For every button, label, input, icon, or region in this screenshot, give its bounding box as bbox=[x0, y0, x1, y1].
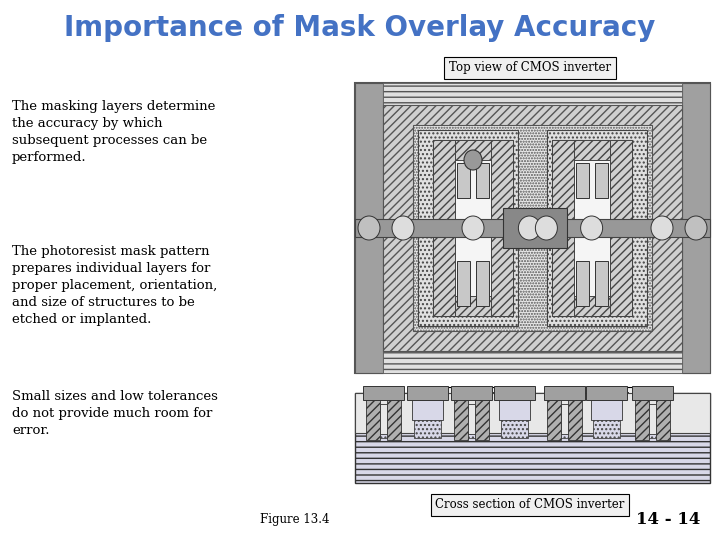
Bar bbox=[457, 163, 470, 198]
Bar bbox=[561, 404, 567, 434]
Bar bbox=[567, 398, 582, 440]
Bar bbox=[649, 404, 657, 434]
Bar bbox=[551, 406, 577, 438]
Bar bbox=[575, 261, 589, 306]
Bar bbox=[595, 261, 608, 306]
Bar bbox=[499, 400, 530, 420]
Text: Figure 13.4: Figure 13.4 bbox=[260, 514, 330, 526]
Bar bbox=[459, 406, 485, 438]
Bar bbox=[433, 140, 455, 316]
Ellipse shape bbox=[580, 216, 603, 240]
Bar bbox=[610, 140, 632, 316]
Text: Top view of CMOS inverter: Top view of CMOS inverter bbox=[449, 62, 611, 75]
Text: The photoresist mask pattern
prepares individual layers for
proper placement, or: The photoresist mask pattern prepares in… bbox=[12, 245, 217, 326]
Bar bbox=[379, 404, 387, 434]
Bar bbox=[476, 261, 489, 306]
Bar bbox=[501, 406, 528, 438]
Ellipse shape bbox=[651, 216, 673, 240]
Text: 14 - 14: 14 - 14 bbox=[636, 511, 700, 529]
Bar bbox=[387, 398, 400, 440]
Bar bbox=[591, 400, 622, 420]
Text: Small sizes and low tolerances
do not provide much room for
error.: Small sizes and low tolerances do not pr… bbox=[12, 390, 218, 437]
Ellipse shape bbox=[685, 216, 707, 240]
Ellipse shape bbox=[392, 216, 414, 240]
Bar bbox=[412, 400, 443, 420]
Bar bbox=[407, 386, 448, 400]
Bar bbox=[636, 398, 649, 440]
Bar bbox=[457, 261, 470, 306]
Text: PMOSFET: PMOSFET bbox=[451, 392, 514, 404]
Bar bbox=[546, 398, 561, 440]
Bar bbox=[657, 398, 670, 440]
Bar bbox=[383, 351, 682, 373]
Bar bbox=[552, 140, 574, 316]
Bar bbox=[355, 393, 710, 433]
Bar bbox=[455, 296, 491, 316]
Bar bbox=[366, 398, 379, 440]
Ellipse shape bbox=[358, 216, 380, 240]
Bar bbox=[355, 393, 710, 483]
Bar bbox=[575, 163, 589, 198]
Text: The masking layers determine
the accuracy by which
subsequent processes can be
p: The masking layers determine the accurac… bbox=[12, 100, 215, 164]
Bar bbox=[574, 296, 610, 316]
Bar bbox=[469, 404, 475, 434]
Bar bbox=[455, 140, 491, 160]
Ellipse shape bbox=[518, 216, 541, 240]
Ellipse shape bbox=[464, 150, 482, 170]
Bar bbox=[355, 219, 710, 237]
Bar bbox=[355, 83, 710, 373]
Bar bbox=[494, 386, 535, 400]
Bar bbox=[574, 140, 610, 160]
Bar bbox=[491, 140, 513, 316]
Bar bbox=[475, 398, 490, 440]
Text: NMOSFET: NMOSFET bbox=[564, 392, 629, 404]
Bar bbox=[383, 83, 682, 105]
Bar bbox=[593, 406, 621, 438]
Text: Importance of Mask Overlay Accuracy: Importance of Mask Overlay Accuracy bbox=[64, 14, 656, 42]
Bar bbox=[363, 386, 404, 400]
Bar bbox=[383, 105, 682, 351]
Bar bbox=[682, 83, 710, 373]
Bar bbox=[595, 163, 608, 198]
Bar bbox=[454, 398, 469, 440]
Bar bbox=[451, 386, 492, 400]
Bar bbox=[418, 130, 518, 326]
Bar bbox=[632, 386, 673, 400]
Bar bbox=[355, 83, 383, 373]
Bar bbox=[369, 406, 397, 438]
Text: Cross section of CMOS inverter: Cross section of CMOS inverter bbox=[436, 498, 625, 511]
Bar bbox=[503, 208, 567, 248]
Bar bbox=[414, 406, 441, 438]
Bar bbox=[586, 386, 627, 400]
Ellipse shape bbox=[536, 216, 557, 240]
Bar bbox=[433, 140, 513, 316]
Bar bbox=[552, 140, 632, 316]
Bar bbox=[546, 130, 647, 326]
Bar bbox=[544, 386, 585, 400]
Bar bbox=[476, 163, 489, 198]
Bar bbox=[639, 406, 667, 438]
Bar bbox=[413, 125, 652, 331]
Ellipse shape bbox=[462, 216, 484, 240]
